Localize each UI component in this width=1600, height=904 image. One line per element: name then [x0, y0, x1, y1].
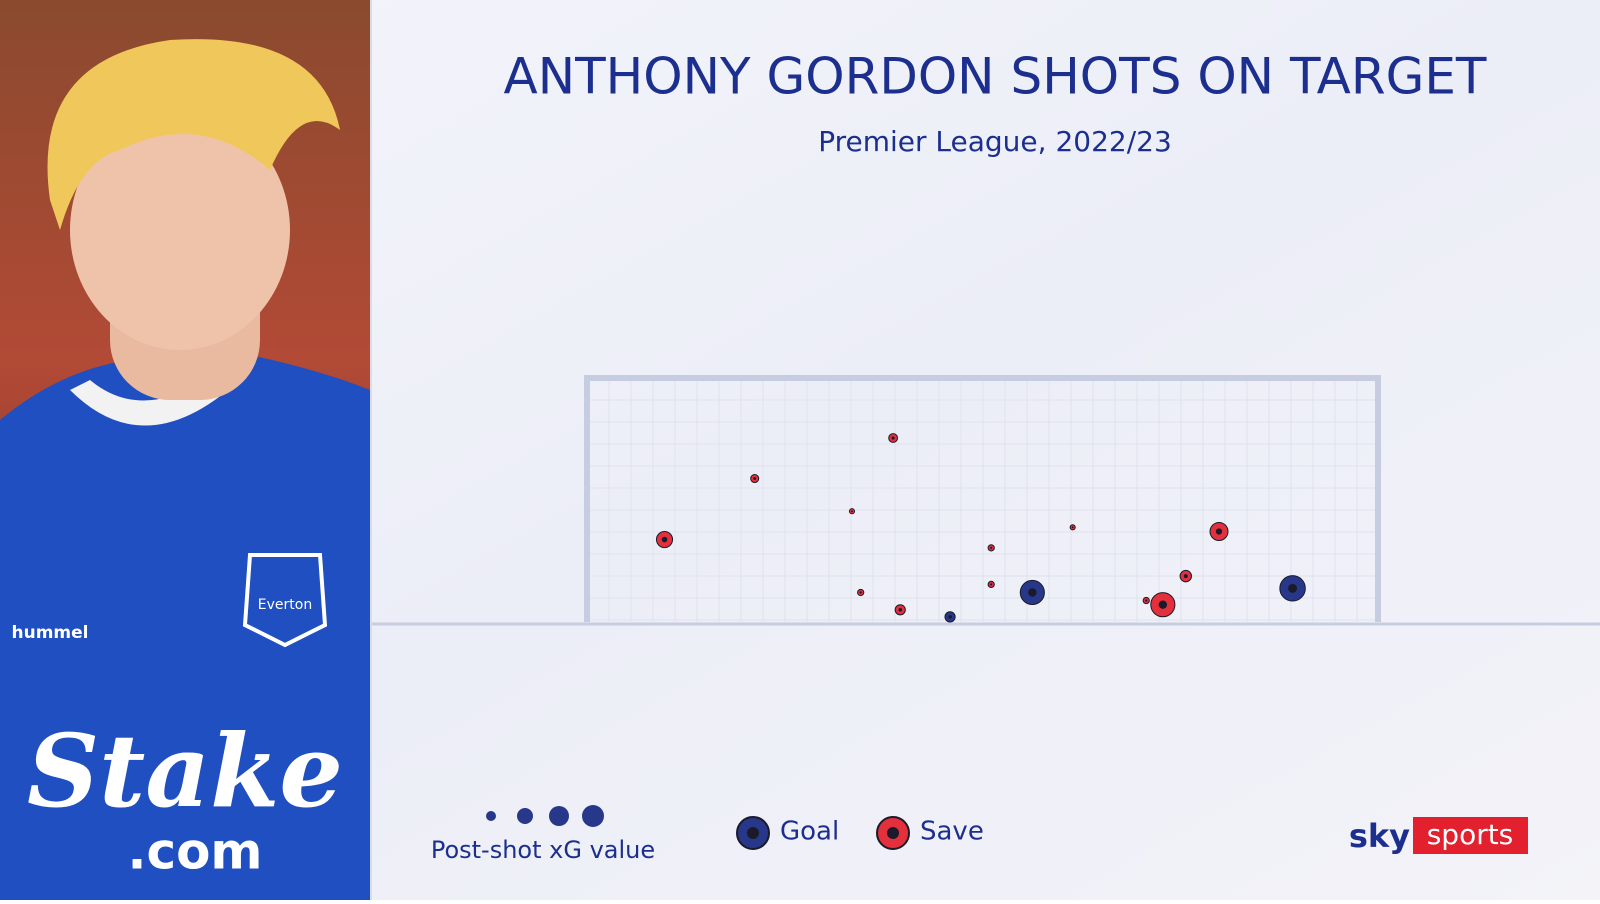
- ball-patch: [859, 591, 862, 594]
- size-legend-dot: [582, 805, 604, 827]
- ball-patch: [661, 536, 668, 543]
- crest-text: Everton: [258, 597, 312, 613]
- kit-brand: hummel: [12, 623, 89, 643]
- chart-title: ANTHONY GORDON SHOTS ON TARGET: [504, 48, 1487, 106]
- size-legend-dot: [549, 806, 569, 826]
- size-legend-label: Post-shot xG value: [431, 836, 655, 864]
- ball-patch: [898, 608, 903, 612]
- ball-patch: [891, 436, 895, 440]
- size-legend-dot: [517, 808, 533, 824]
- ball-patch: [1183, 574, 1188, 579]
- ball-patch: [1288, 583, 1298, 593]
- ball-patch: [990, 583, 993, 586]
- legend-label: Goal: [780, 817, 839, 847]
- ball-patch: [1215, 528, 1223, 535]
- logo-box: [1413, 817, 1528, 854]
- ball-patch: [1145, 599, 1148, 602]
- goal-frame: [372, 375, 1600, 626]
- sponsor: Stake: [27, 712, 343, 830]
- collar: [70, 358, 250, 426]
- face: [70, 110, 290, 350]
- sponsor-suffix: .com: [127, 823, 262, 881]
- chart-subtitle: Premier League, 2022/23: [818, 125, 1172, 158]
- legend-label: Save: [920, 817, 984, 847]
- shots: [655, 433, 1306, 623]
- ball-patch: [1071, 526, 1074, 529]
- logo: sky sports: [1349, 817, 1528, 855]
- logo-sports: sports: [1427, 818, 1514, 851]
- ball-patch: [747, 827, 759, 839]
- ball-patch: [1158, 600, 1168, 609]
- legend: Post-shot xG value Goal Save: [431, 805, 984, 864]
- ball-patch: [851, 510, 853, 513]
- goal-posts: [584, 375, 1381, 622]
- ball-patch: [948, 615, 952, 619]
- hair: [47, 39, 340, 230]
- ball-patch: [753, 477, 757, 480]
- player-photo: Everton hummel Stake .com: [0, 0, 370, 900]
- size-legend-dot: [486, 811, 496, 821]
- logo-sky: sky: [1349, 817, 1410, 855]
- ball-patch: [1028, 588, 1037, 597]
- ball-patch: [990, 546, 993, 549]
- ball-patch: [887, 827, 899, 839]
- crest: [242, 553, 328, 648]
- shirt: [0, 355, 370, 900]
